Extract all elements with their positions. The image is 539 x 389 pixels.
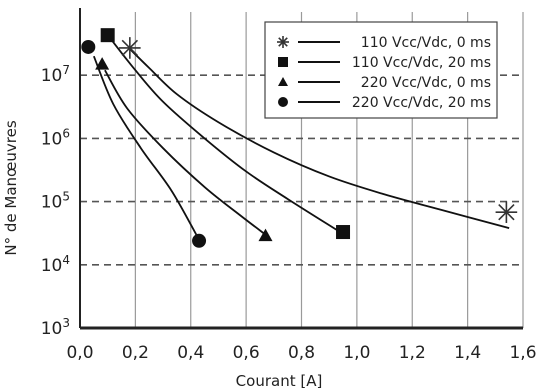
series-marker-2 [100, 28, 115, 43]
x-axis-label: Courant [A] [236, 372, 323, 389]
asterisk-stroke [498, 203, 515, 221]
x-tick-label: 0,4 [177, 343, 204, 363]
series-marker-3 [95, 57, 110, 70]
legend-label-3: 220 Vcc/Vdc, 0 ms [361, 75, 491, 91]
legend: 110 Vcc/Vdc, 0 ms 110 Vcc/Vdc, 20 ms 220 V… [264, 21, 498, 119]
y-tick-label: 105 [41, 190, 70, 213]
legend-label-4: 220 Vcc/Vdc, 20 ms [352, 95, 491, 111]
x-tick-label: 0,8 [288, 343, 315, 363]
series-lines [93, 38, 510, 236]
legend-label-2: 110 Vcc/Vdc, 20 ms [352, 55, 491, 71]
x-tick-label: 1,0 [343, 343, 370, 363]
y-tick-label: 104 [41, 253, 70, 276]
y-tick-label: 106 [41, 126, 70, 149]
series-markers [81, 28, 518, 248]
series-marker-3 [258, 228, 273, 242]
series-marker-1 [495, 201, 518, 223]
series-line-3 [104, 69, 267, 236]
x-tick-label: 1,4 [454, 343, 481, 363]
x-tick-label: 1,6 [509, 343, 536, 363]
legend-marker-3 [278, 77, 288, 86]
y-tick-label: 107 [41, 63, 70, 86]
legend-marker-2 [278, 57, 288, 67]
series-marker-4 [192, 233, 207, 248]
series-line-4 [93, 55, 198, 236]
x-tick-label: 0,2 [122, 343, 149, 363]
y-tick-label: 103 [41, 316, 70, 339]
asterisk-stroke [278, 37, 288, 47]
x-tick-labels: 0,0 0,2 0,4 0,6 0,8 1,0 1,2 1,4 1,6 [66, 343, 536, 363]
x-tick-label: 0,0 [66, 343, 93, 363]
series-marker-2 [336, 225, 351, 240]
y-tick-labels: 103 104 105 106 107 [41, 63, 70, 339]
series-line-2 [109, 38, 338, 232]
legend-marker-4 [278, 97, 288, 107]
x-tick-label: 1,2 [399, 343, 426, 363]
legend-marker-1 [277, 36, 289, 48]
legend-label-1: 110 Vcc/Vdc, 0 ms [361, 35, 491, 51]
y-axis-label: N° de Manœuvres [2, 120, 20, 255]
legend-box [264, 21, 498, 119]
series-marker-1 [119, 37, 141, 59]
x-tick-label: 0,6 [233, 343, 260, 363]
series-line-1 [129, 48, 510, 230]
axes [79, 8, 523, 330]
series-marker-4 [81, 39, 96, 54]
asterisk-stroke [121, 39, 139, 57]
